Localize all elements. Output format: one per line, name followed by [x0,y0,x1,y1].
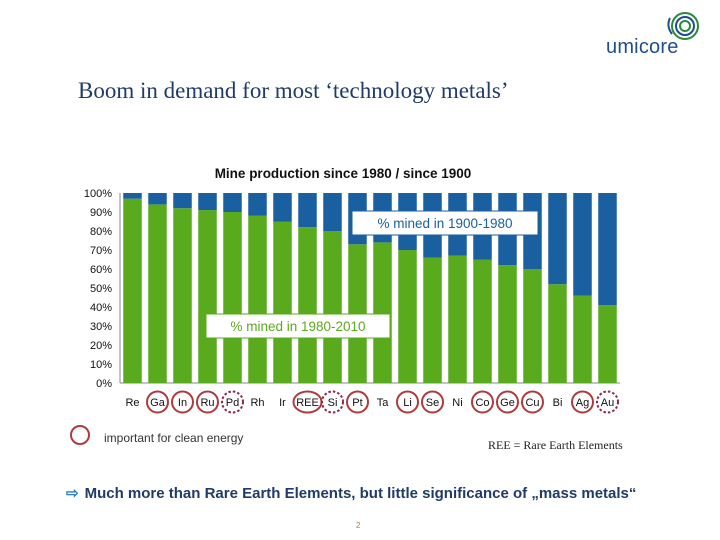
clean-energy-circle-Co [471,390,494,414]
y-tick-label: 90% [90,207,112,219]
bar-1900-1980-Ag [573,193,592,296]
bar-1900-1980-Rh [248,193,267,216]
umicore-logo-mark [667,12,699,40]
bar-1980-2010-Pd [223,212,242,383]
y-axis: 100% 90% 80% 70% 60% 50% 40% 30% 20% 10% 0% [84,188,620,390]
x-tick-label-Rh: Rh [250,397,264,409]
series-label-1900-1980-box [351,210,539,236]
x-tick-label-In: In [178,397,187,409]
y-tick-label: 30% [90,321,112,333]
bar-1980-2010-Li [398,250,417,383]
bar-1900-1980-Bi [548,193,567,285]
y-tick-label: 20% [90,340,112,352]
bar-1980-2010-Bi [548,284,567,383]
bar-1900-1980-Ir [273,193,292,222]
slide-title: Boom in demand for most ‘technology meta… [78,78,509,103]
x-tick-label-Au: Au [601,397,614,409]
x-tick-label-Re: Re [125,397,139,409]
page-number: 2 [356,521,361,530]
legend-text: important for clean energy [104,431,244,445]
x-tick-label-Ir: Ir [279,397,286,409]
y-tick-label: 40% [90,302,112,314]
bar-1980-2010-REE [298,227,317,383]
bar-1980-2010-In [173,208,192,383]
bar-1980-2010-Rh [248,215,267,383]
bar-1980-2010-Si [323,231,342,383]
series-label-1900-1980: % mined in 1900-1980 [377,216,512,231]
legend-circle-icon [70,425,90,445]
clean-energy-dashed-circle-Pd [221,390,244,414]
x-tick-label-Bi: Bi [553,397,563,409]
clean-energy-circle-In [171,390,194,414]
x-tick-label-Ru: Ru [200,397,214,409]
x-tick-label-Ga: Ga [150,397,166,409]
y-tick-label: 80% [90,226,112,238]
x-tick-label-Cu: Cu [525,397,539,409]
stacked-bar-chart: Mine production since 1980 / since 1900 … [84,166,620,414]
arrow-icon: ⇨ [66,485,79,502]
bar-1900-1980-Au [598,193,617,306]
bar-1900-1980-In [173,193,192,209]
y-tick-label: 10% [90,359,112,371]
bar-1980-2010-Se [423,257,442,383]
x-tick-label-Si: Si [328,397,338,409]
clean-energy-circle-Cu [521,390,544,414]
bar-1980-2010-Ir [273,221,292,383]
bar-1900-1980-REE [298,193,317,228]
bar-1980-2010-Ru [198,210,217,383]
y-tick-label: 60% [90,264,112,276]
clean-energy-dashed-circle-Si [321,390,344,414]
takeaway: ⇨ Much more than Rare Earth Elements, but… [66,484,636,502]
x-tick-label-Ag: Ag [576,397,589,409]
bar-1980-2010-Re [123,198,142,383]
series-label-1980-2010-box [205,313,391,339]
bar-1980-2010-Ge [498,265,517,383]
x-tick-label-Ni: Ni [452,397,462,409]
clean-energy-circle-Ag [571,390,594,414]
x-tick-label-Ge: Ge [500,397,515,409]
bar-1900-1980-Ga [148,193,167,205]
bar-1980-2010-Ta [373,242,392,383]
x-tick-label-Pd: Pd [226,397,239,409]
clean-energy-dashed-circle-Au [596,390,619,414]
series-labels: % mined in 1900-1980 % mined in 1980-2010 [205,210,539,339]
bar-1900-1980-Pd [223,193,242,212]
bar-1980-2010-Ga [148,204,167,383]
x-axis: Re Ga In Ru Pd Rh Ir REE Si Pt Ta Li Se Ni Co Ge Cu Bi Ag A… [125,390,619,414]
clean-energy-circle-Ga [146,390,169,414]
series-label-1980-2010: % mined in 1980-2010 [230,319,365,334]
takeaway-text: Much more than Rare Earth Elements, but … [84,485,637,502]
umicore-wordmark: umicore [606,36,679,58]
y-tick-label: 50% [90,283,112,295]
x-tick-label-Co: Co [475,397,489,409]
chart-title: Mine production since 1980 / since 1900 [215,166,472,181]
clean-energy-circle-Li [396,390,419,414]
x-tick-label-Se: Se [426,397,439,409]
bar-1900-1980-Ru [198,193,217,211]
bar-1900-1980-Si [323,193,342,231]
y-tick-label: 100% [84,188,112,200]
x-tick-label-REE: REE [296,397,319,409]
clean-energy-circle-Se [421,390,444,414]
y-tick-label: 70% [90,245,112,257]
clean-energy-circle-Pt [346,390,369,414]
x-tick-label-Pt: Pt [352,397,362,409]
clean-energy-circle-Ru [196,390,219,414]
bar-1980-2010-Ni [448,255,467,383]
x-tick-label-Li: Li [403,397,412,409]
bar-1980-2010-Ag [573,295,592,383]
clean-energy-circle-Ge [496,390,519,414]
bar-1900-1980-Re [123,193,142,199]
bar-1980-2010-Co [473,259,492,383]
y-tick-label: 0% [96,378,112,390]
bar-1980-2010-Cu [523,269,542,383]
bar-1980-2010-Au [598,305,617,383]
ree-footnote: REE = Rare Earth Elements [488,438,623,452]
x-tick-label-Ta: Ta [377,397,390,409]
